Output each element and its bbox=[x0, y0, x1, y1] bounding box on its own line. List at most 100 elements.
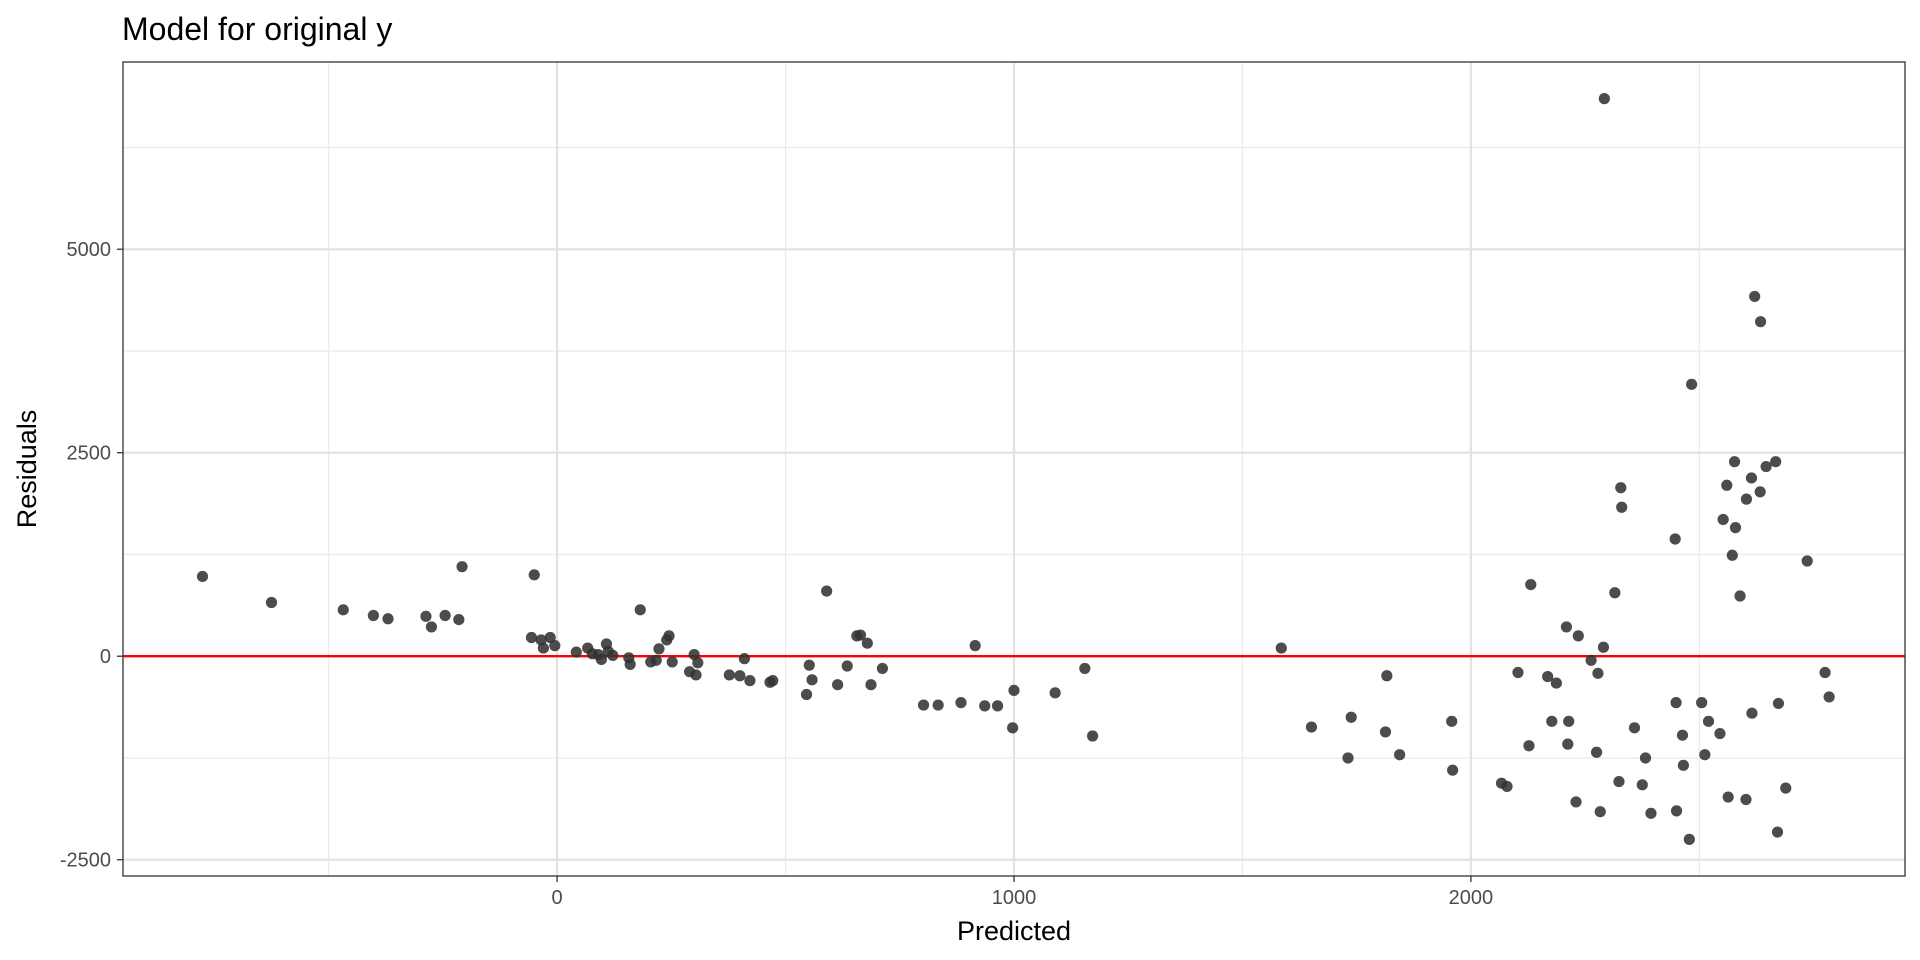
data-point bbox=[1699, 749, 1711, 761]
data-point bbox=[453, 613, 465, 626]
data-point bbox=[439, 609, 451, 622]
data-point bbox=[196, 570, 209, 583]
data-point bbox=[1079, 662, 1091, 675]
x-tick-label: 1000 bbox=[992, 887, 1037, 909]
data-point bbox=[1696, 697, 1708, 709]
data-point bbox=[1717, 513, 1729, 526]
data-point bbox=[1049, 687, 1061, 699]
y-tick-label: 2500 bbox=[67, 443, 112, 465]
data-point bbox=[1550, 677, 1562, 689]
data-point bbox=[425, 621, 438, 633]
data-point bbox=[1546, 715, 1558, 727]
data-point bbox=[917, 699, 930, 711]
y-axis-ticks: -2500 0 2500 5000 bbox=[60, 239, 123, 872]
data-point bbox=[1645, 807, 1657, 819]
data-point bbox=[653, 643, 665, 655]
data-point bbox=[1670, 697, 1682, 709]
data-point bbox=[932, 699, 944, 711]
data-point bbox=[1525, 578, 1537, 591]
data-point bbox=[854, 629, 867, 641]
data-point bbox=[803, 659, 815, 671]
data-point bbox=[1670, 805, 1683, 817]
data-point bbox=[1740, 493, 1753, 505]
y-axis-title: Residuals bbox=[12, 410, 42, 529]
data-point bbox=[861, 637, 873, 649]
data-point bbox=[663, 630, 675, 642]
data-point bbox=[570, 646, 582, 658]
data-point bbox=[832, 679, 844, 691]
data-point bbox=[1734, 590, 1746, 602]
data-point bbox=[1594, 806, 1606, 818]
data-point bbox=[666, 656, 678, 668]
data-point bbox=[1801, 555, 1813, 567]
data-point bbox=[821, 585, 833, 597]
data-point bbox=[1447, 764, 1459, 776]
data-point bbox=[767, 675, 779, 687]
data-point bbox=[1560, 621, 1573, 633]
data-point bbox=[1749, 290, 1761, 303]
data-point bbox=[1592, 667, 1604, 679]
data-point bbox=[1772, 697, 1785, 710]
data-point bbox=[955, 697, 967, 709]
data-point bbox=[528, 569, 540, 581]
data-point bbox=[624, 658, 636, 670]
x-axis-title: Predicted bbox=[957, 916, 1071, 946]
data-point bbox=[1616, 501, 1628, 513]
data-point bbox=[1754, 486, 1766, 498]
data-point bbox=[367, 609, 379, 622]
data-point bbox=[607, 649, 619, 662]
data-point bbox=[456, 561, 468, 573]
data-point bbox=[1628, 722, 1641, 734]
data-point bbox=[1585, 654, 1597, 666]
data-point bbox=[1728, 456, 1741, 468]
data-point bbox=[1446, 715, 1458, 727]
data-point bbox=[1746, 707, 1758, 719]
data-point bbox=[1770, 456, 1782, 468]
data-point bbox=[1501, 780, 1513, 793]
data-point bbox=[1722, 791, 1734, 803]
data-point bbox=[1590, 746, 1603, 758]
data-point bbox=[1345, 711, 1357, 723]
data-point bbox=[1381, 670, 1393, 682]
data-point bbox=[1305, 721, 1318, 733]
data-point bbox=[549, 640, 561, 652]
data-point bbox=[1721, 479, 1733, 491]
data-point bbox=[634, 604, 646, 616]
data-point bbox=[595, 653, 607, 666]
data-point bbox=[1702, 715, 1715, 727]
chart-title: Model for original y bbox=[122, 11, 392, 47]
data-point bbox=[1726, 549, 1738, 561]
data-point bbox=[734, 670, 746, 682]
x-axis-ticks: 0 1000 2000 bbox=[552, 876, 1493, 909]
data-point bbox=[382, 613, 394, 625]
data-point bbox=[265, 596, 278, 609]
data-point bbox=[806, 674, 818, 686]
data-point bbox=[1636, 779, 1648, 791]
x-tick-label: 0 bbox=[552, 887, 563, 909]
data-point bbox=[969, 640, 981, 652]
data-point bbox=[991, 700, 1004, 712]
data-point bbox=[1760, 460, 1772, 473]
data-point bbox=[1745, 472, 1758, 484]
data-point bbox=[1683, 833, 1695, 845]
data-point bbox=[1598, 93, 1610, 105]
data-point bbox=[1639, 752, 1652, 764]
data-point bbox=[1613, 775, 1625, 788]
data-point bbox=[544, 631, 556, 644]
data-point bbox=[1780, 782, 1792, 794]
data-point bbox=[1563, 715, 1575, 727]
data-point bbox=[1007, 722, 1019, 734]
data-point bbox=[1676, 729, 1689, 741]
data-point bbox=[979, 700, 991, 712]
data-point bbox=[650, 654, 662, 666]
data-point bbox=[800, 688, 813, 701]
data-point bbox=[1597, 641, 1610, 653]
y-tick-label: -2500 bbox=[60, 850, 111, 872]
data-point bbox=[1086, 730, 1099, 742]
data-point bbox=[692, 657, 704, 669]
data-point bbox=[1572, 630, 1584, 642]
data-point bbox=[1615, 482, 1627, 494]
data-points bbox=[196, 93, 1835, 845]
data-point bbox=[1677, 759, 1689, 771]
